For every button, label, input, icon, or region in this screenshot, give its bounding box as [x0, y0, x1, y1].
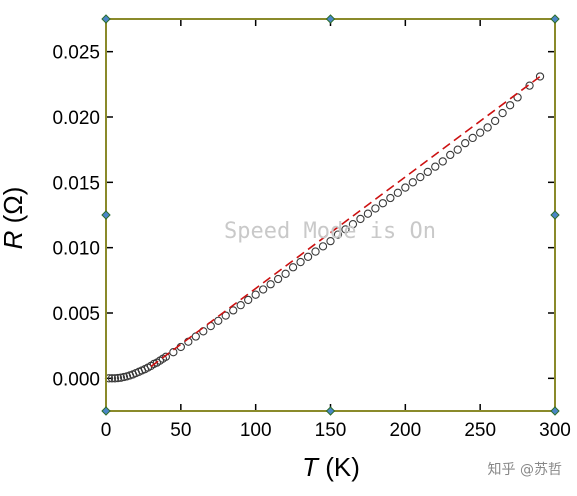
data-point — [461, 138, 470, 148]
y-tick-label: 0.000 — [52, 369, 100, 390]
data-point — [236, 301, 245, 310]
data-point — [251, 290, 260, 299]
data-point — [281, 269, 290, 278]
data-point — [326, 236, 335, 246]
x-tick-label: 0 — [101, 420, 112, 441]
data-point — [348, 219, 358, 229]
data-point — [119, 372, 129, 382]
x-axis-unit: (K) — [325, 452, 360, 482]
y-tick-label: 0.005 — [52, 304, 100, 325]
x-axis-title: T (K) — [302, 452, 360, 482]
data-point — [468, 133, 477, 143]
x-tick-label: 50 — [170, 420, 191, 441]
data-point — [113, 373, 123, 383]
frame-handle[interactable] — [550, 210, 560, 220]
y-tick-label: 0.010 — [52, 239, 100, 260]
frame-handle[interactable] — [101, 406, 111, 416]
data-point — [221, 311, 230, 320]
data-point — [363, 209, 373, 218]
data-point — [386, 193, 395, 203]
data-point — [296, 257, 305, 267]
y-tick-label: 0.025 — [52, 43, 100, 64]
watermark: Speed Mode is On — [224, 219, 436, 244]
frame-handle[interactable] — [325, 406, 336, 416]
frame-handle[interactable] — [101, 14, 111, 24]
data-point — [244, 295, 253, 305]
frame-handle[interactable] — [325, 14, 336, 24]
data-point — [161, 352, 171, 361]
x-tick-label: 300 — [539, 420, 571, 441]
data-point — [288, 263, 298, 272]
fit-line-segment — [150, 75, 541, 368]
data-point — [423, 167, 432, 177]
axis-ticks — [105, 19, 556, 411]
data-point — [371, 204, 380, 213]
data-point — [401, 183, 410, 192]
data-point — [303, 252, 313, 261]
x-tick-label: 100 — [240, 420, 272, 441]
data-point — [318, 242, 328, 251]
data-point — [431, 162, 440, 171]
data-point — [356, 214, 365, 224]
x-tick-label: 150 — [315, 420, 347, 441]
data-point — [110, 374, 120, 383]
data-point — [311, 247, 320, 256]
frame-handles — [101, 14, 560, 416]
y-axis-title: R (Ω) — [0, 187, 28, 250]
data-point — [446, 150, 455, 160]
data-point — [266, 280, 275, 289]
y-axis-symbol: R — [0, 231, 28, 250]
data-point — [214, 316, 223, 325]
source-credit: 知乎 @苏哲 — [488, 461, 562, 478]
data-point — [341, 225, 350, 234]
frame-handle[interactable] — [101, 210, 111, 220]
data-point — [525, 81, 534, 90]
fit-line — [150, 75, 541, 368]
data-point — [169, 348, 178, 357]
data-point — [505, 101, 515, 110]
y-tick-labels: 0.000 0.005 0.010 0.015 0.020 0.025 — [52, 43, 100, 391]
data-point — [273, 274, 283, 284]
data-point — [483, 123, 492, 132]
data-point — [498, 108, 507, 118]
data-point — [438, 157, 447, 166]
frame-handle[interactable] — [550, 14, 560, 24]
x-tick-label: 250 — [464, 420, 496, 441]
data-point — [191, 332, 200, 341]
data-point — [453, 145, 462, 154]
y-axis-unit: (Ω) — [0, 187, 28, 224]
data-point — [229, 306, 238, 315]
data-point — [333, 230, 343, 239]
data-point — [535, 72, 545, 81]
data-point — [393, 188, 402, 197]
data-point — [408, 178, 417, 187]
frame-handle[interactable] — [550, 406, 560, 416]
data-point — [258, 285, 268, 294]
data-point — [490, 116, 500, 126]
data-point — [513, 93, 522, 102]
y-tick-label: 0.015 — [52, 173, 100, 194]
x-tick-label: 200 — [389, 420, 421, 441]
data-point — [416, 172, 425, 182]
data-point — [107, 374, 117, 383]
x-axis-symbol: T — [302, 452, 320, 482]
data-point — [199, 327, 208, 336]
y-tick-label: 0.020 — [52, 108, 100, 129]
data-point — [378, 199, 388, 208]
x-tick-labels: 0 50 100 150 200 250 300 — [101, 420, 571, 441]
plot-frame — [105, 18, 556, 412]
data-point — [476, 128, 485, 137]
data-point — [116, 373, 126, 382]
